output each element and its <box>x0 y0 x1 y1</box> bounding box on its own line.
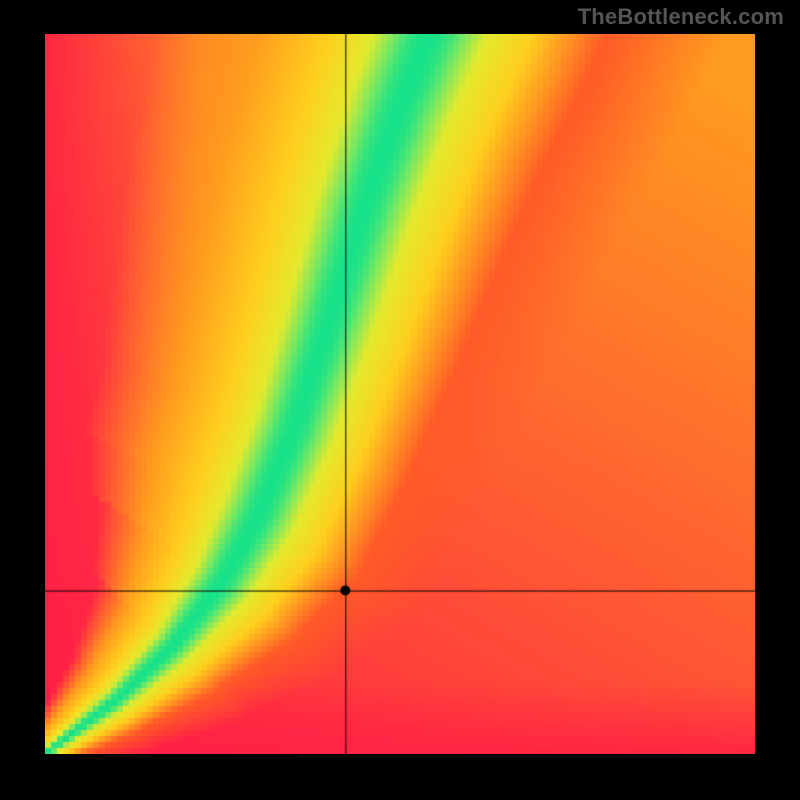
bottleneck-heatmap <box>45 34 755 754</box>
attribution-text: TheBottleneck.com <box>578 4 784 30</box>
